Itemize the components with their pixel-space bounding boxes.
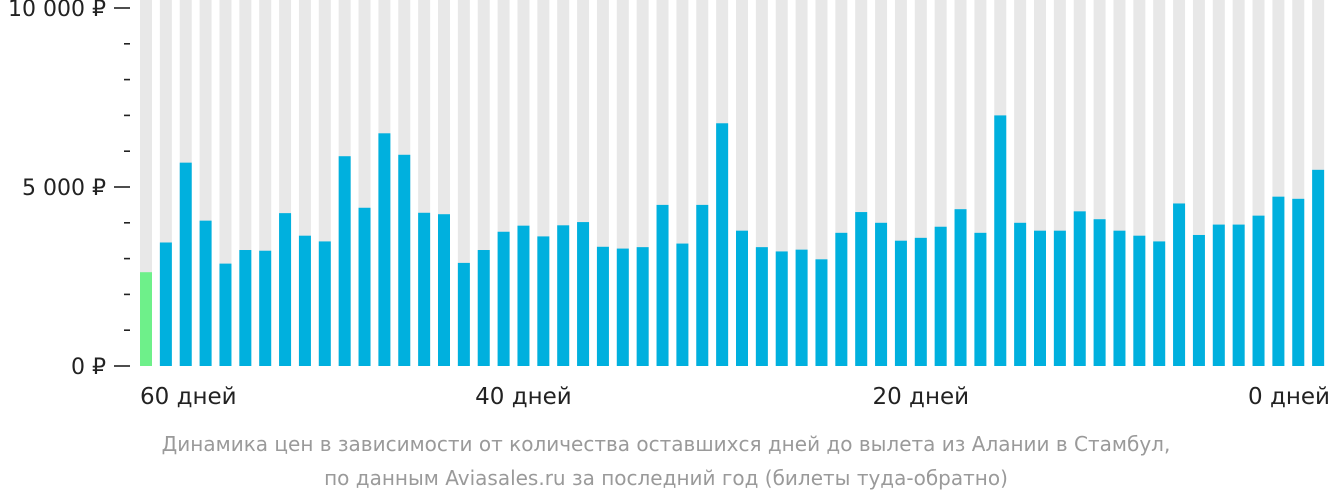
bar[interactable] xyxy=(1252,215,1265,366)
bar[interactable] xyxy=(696,204,709,366)
bar[interactable] xyxy=(736,230,748,366)
chart-caption: Динамика цен в зависимости от количества… xyxy=(0,427,1332,495)
x-tick-label: 60 дней xyxy=(140,384,237,410)
bar[interactable] xyxy=(239,250,252,366)
bar[interactable] xyxy=(517,225,530,366)
price-dynamics-chart: 0 ₽ 5 000 ₽ 10 000 ₽ 60 дней 40 дней 20 дней… xyxy=(8,0,1330,410)
bar[interactable] xyxy=(1153,241,1166,366)
bar[interactable] xyxy=(716,123,729,366)
bar-cheapest[interactable] xyxy=(140,272,152,366)
x-axis: 60 дней 40 дней 20 дней 0 дней xyxy=(140,384,1330,410)
bar[interactable] xyxy=(1232,224,1245,366)
caption-line-2: по данным Aviasales.ru за последний год … xyxy=(324,466,1008,490)
bar[interactable] xyxy=(596,246,609,366)
bar[interactable] xyxy=(656,204,669,366)
bar[interactable] xyxy=(934,226,947,366)
bar[interactable] xyxy=(1312,169,1325,366)
bar[interactable] xyxy=(875,222,888,366)
bar[interactable] xyxy=(358,207,371,366)
y-axis: 0 ₽ 5 000 ₽ 10 000 ₽ xyxy=(8,0,130,380)
bar[interactable] xyxy=(994,115,1007,367)
x-tick-label: 0 дней xyxy=(1248,384,1330,410)
bar[interactable] xyxy=(775,251,788,366)
bar[interactable] xyxy=(1133,235,1146,366)
bar[interactable] xyxy=(457,262,470,366)
bar[interactable] xyxy=(1272,196,1285,366)
bar[interactable] xyxy=(1192,234,1205,366)
y-tick-label: 10 000 ₽ xyxy=(8,0,106,22)
bar[interactable] xyxy=(755,247,768,366)
bar[interactable] xyxy=(537,236,550,366)
y-tick-label: 0 ₽ xyxy=(71,355,106,380)
bar[interactable] xyxy=(616,248,629,366)
bar[interactable] xyxy=(477,250,490,366)
bar[interactable] xyxy=(1212,224,1225,366)
bar[interactable] xyxy=(577,222,590,366)
bar[interactable] xyxy=(298,235,311,366)
bar[interactable] xyxy=(179,162,192,366)
bar[interactable] xyxy=(1014,222,1027,366)
bars xyxy=(140,115,1325,367)
bar[interactable] xyxy=(1292,198,1305,366)
background-column xyxy=(1014,0,1027,366)
bar[interactable] xyxy=(1073,211,1086,366)
x-tick-label: 20 дней xyxy=(872,384,969,410)
bar[interactable] xyxy=(279,213,292,366)
bar[interactable] xyxy=(835,232,848,366)
bar[interactable] xyxy=(974,232,987,366)
bar[interactable] xyxy=(378,133,391,366)
y-tick-label: 5 000 ₽ xyxy=(22,176,106,201)
bar[interactable] xyxy=(418,212,431,366)
bar[interactable] xyxy=(318,241,331,366)
caption-line-1: Динамика цен в зависимости от количества… xyxy=(161,432,1171,456)
bar[interactable] xyxy=(338,156,351,366)
bar[interactable] xyxy=(795,249,808,366)
bar[interactable] xyxy=(219,263,232,366)
bar[interactable] xyxy=(1113,230,1126,366)
bar[interactable] xyxy=(1173,203,1186,366)
bar[interactable] xyxy=(636,247,649,366)
bar[interactable] xyxy=(259,250,272,366)
background-columns xyxy=(140,0,1325,366)
bar[interactable] xyxy=(1053,230,1066,366)
bar[interactable] xyxy=(676,243,689,366)
bar[interactable] xyxy=(1034,230,1046,366)
bar[interactable] xyxy=(1093,219,1106,366)
bar[interactable] xyxy=(815,259,828,366)
bar[interactable] xyxy=(438,214,450,366)
x-tick-label: 40 дней xyxy=(475,384,572,410)
bar[interactable] xyxy=(159,242,172,366)
bar[interactable] xyxy=(557,225,570,366)
bar[interactable] xyxy=(954,209,967,366)
bar[interactable] xyxy=(855,212,868,366)
bar[interactable] xyxy=(894,240,907,366)
bar[interactable] xyxy=(398,154,411,366)
bar[interactable] xyxy=(914,237,927,366)
bar[interactable] xyxy=(199,220,212,366)
bar[interactable] xyxy=(497,231,510,366)
